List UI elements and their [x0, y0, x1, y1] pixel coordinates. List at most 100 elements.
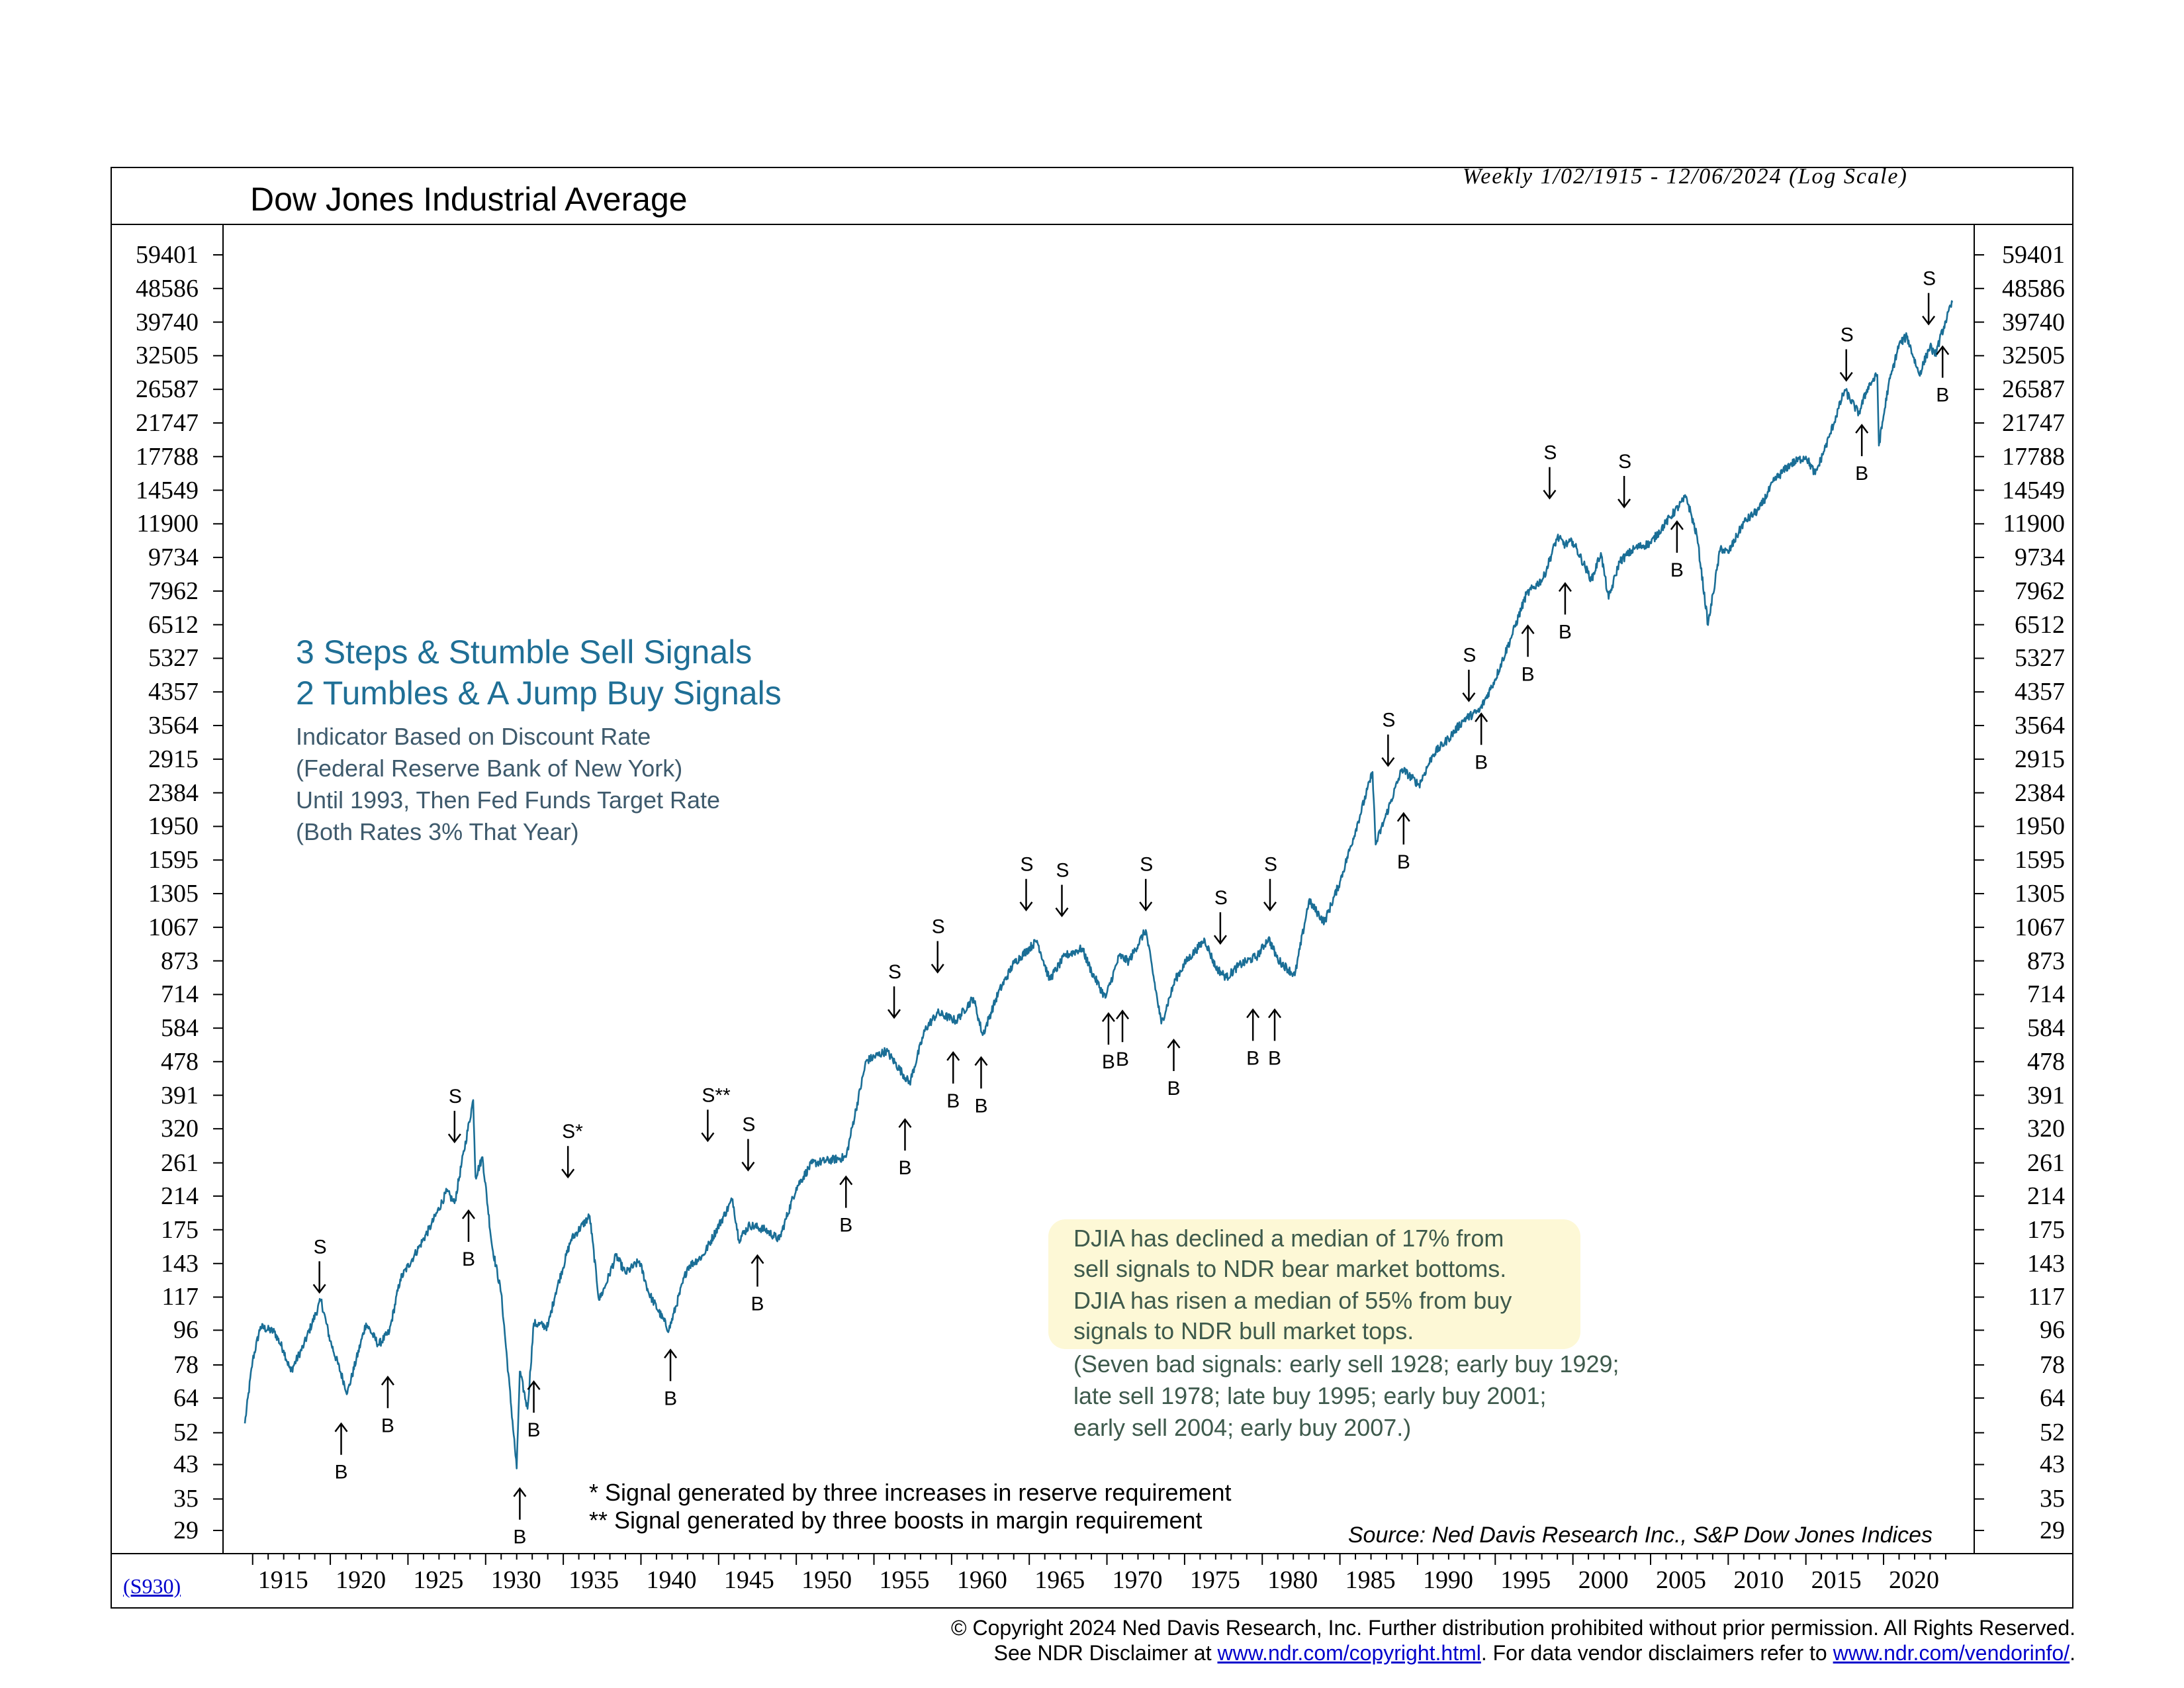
y-tick-label-left: 11900 — [136, 510, 199, 538]
y-tick-label-left: 35 — [173, 1485, 199, 1513]
sell-signal-label: S — [1618, 451, 1631, 473]
y-tick-label-left: 3564 — [148, 712, 199, 740]
y-tick-label-right: 261 — [2027, 1149, 2065, 1177]
y-tick-label-left: 96 — [173, 1316, 199, 1344]
indicator-note-2: (Federal Reserve Bank of New York) — [296, 755, 683, 782]
chart-id-link[interactable]: (S930) — [123, 1574, 181, 1598]
sell-signal-arrow — [887, 986, 901, 1019]
y-tick-label-left: 391 — [161, 1081, 199, 1109]
buy-signal-arrow — [1116, 1009, 1130, 1043]
y-tick-label-right: 7962 — [2015, 577, 2065, 605]
buy-signal-label: B — [1559, 621, 1572, 643]
x-tick-label: 1975 — [1189, 1566, 1240, 1594]
x-tick-label: 1915 — [257, 1566, 308, 1594]
y-tick-label-left: 32505 — [136, 342, 199, 370]
buy-signal-arrow — [1936, 345, 1950, 378]
y-tick-label-right: 59401 — [2002, 241, 2065, 269]
source-note: Source: Ned Davis Research Inc., S&P Dow… — [1347, 1523, 1933, 1548]
y-tick-label-left: 9734 — [148, 543, 199, 572]
sell-signal-label: S — [449, 1086, 462, 1107]
x-tick-label: 1925 — [413, 1566, 464, 1594]
vendorinfo-link[interactable]: www.ndr.com/vendorinfo/ — [1833, 1641, 2070, 1665]
buy-signal-label: B — [1855, 463, 1868, 485]
y-tick-label-left: 52 — [173, 1419, 199, 1447]
buy-signal-label: B — [513, 1526, 526, 1548]
buy-signal-label: B — [974, 1095, 987, 1117]
buy-signal-arrow — [1246, 1008, 1260, 1041]
buy-signal-label: B — [1116, 1049, 1129, 1070]
x-tick-label: 2010 — [1733, 1566, 1784, 1594]
y-tick-label-right: 6512 — [2015, 610, 2065, 639]
sell-signal-label: S — [314, 1236, 327, 1258]
x-tick-label: 1930 — [490, 1566, 541, 1594]
y-tick-label-left: 43 — [173, 1450, 199, 1479]
y-tick-label-right: 873 — [2027, 947, 2065, 975]
djia-series-line — [244, 300, 1954, 1470]
y-tick-label-right: 5327 — [2015, 644, 2065, 673]
y-tick-label-left: 478 — [161, 1047, 199, 1076]
x-tick-label: 1960 — [956, 1566, 1007, 1594]
buy-signal-arrow — [381, 1376, 394, 1409]
sell-signal-label: S* — [562, 1121, 583, 1143]
y-tick-label-left: 1305 — [148, 879, 199, 908]
y-tick-label-left: 64 — [173, 1383, 199, 1412]
sell-signal-arrow — [1617, 475, 1631, 509]
sell-signal-arrow — [1213, 912, 1227, 945]
x-tick-label: 1940 — [646, 1566, 697, 1594]
x-tick-label: 1965 — [1034, 1566, 1085, 1594]
sell-signal-label: S — [1841, 324, 1854, 346]
x-tick-label: 1935 — [569, 1566, 619, 1594]
sell-signal-arrow — [1462, 669, 1476, 702]
x-tick-label: 2005 — [1655, 1566, 1706, 1594]
buy-signal-label: B — [527, 1419, 541, 1441]
sell-signal-label: S — [932, 916, 945, 938]
y-tick-label-right: 714 — [2027, 980, 2065, 1009]
y-tick-label-right: 478 — [2027, 1047, 2065, 1076]
buy-signal-arrow — [334, 1422, 348, 1455]
buy-signal-label: B — [664, 1387, 677, 1409]
x-tick-label: 1945 — [723, 1566, 774, 1594]
y-tick-label-left: 48586 — [136, 274, 199, 303]
bad-signals-note: late sell 1978; late buy 1995; early buy… — [1073, 1382, 1547, 1409]
y-tick-label-right: 43 — [2040, 1450, 2065, 1479]
stats-note-box — [1048, 1219, 1580, 1349]
sell-signal-arrow — [931, 941, 944, 974]
sell-signal-label: S — [888, 961, 901, 983]
buy-signal-arrow — [527, 1380, 541, 1413]
buy-signal-arrow — [946, 1051, 960, 1084]
y-tick-label-left: 2384 — [148, 778, 199, 807]
sell-signal-arrow — [701, 1109, 715, 1143]
bad-signals-note: early sell 2004; early buy 2007.) — [1073, 1414, 1412, 1441]
buy-signal-label: B — [335, 1462, 348, 1483]
y-tick-label-left: 39740 — [136, 308, 199, 336]
y-tick-label-right: 391 — [2027, 1081, 2065, 1109]
buy-signal-label: B — [1102, 1051, 1115, 1073]
x-tick-label: 1920 — [336, 1566, 387, 1594]
buy-signal-label: B — [381, 1415, 394, 1436]
buy-signal-label: B — [1670, 559, 1684, 581]
y-tick-label-right: 39740 — [2002, 308, 2065, 336]
sell-signal-label: S — [1140, 854, 1153, 876]
stats-note-line: sell signals to NDR bear market bottoms. — [1073, 1255, 1507, 1282]
sell-signal-label: S — [1463, 645, 1476, 667]
copyright-link[interactable]: www.ndr.com/copyright.html — [1217, 1641, 1481, 1665]
x-tick-label: 2015 — [1811, 1566, 1862, 1594]
sell-signal-label: S — [1923, 268, 1936, 290]
sell-signal-label: S — [1543, 442, 1557, 464]
sell-signal-arrow — [1263, 878, 1277, 912]
y-tick-label-right: 29 — [2040, 1517, 2065, 1544]
y-tick-label-right: 1305 — [2015, 879, 2065, 908]
y-tick-label-left: 714 — [161, 980, 199, 1009]
y-tick-label-left: 1595 — [148, 846, 199, 874]
y-tick-label-right: 35 — [2040, 1485, 2065, 1513]
bad-signals-note: (Seven bad signals: early sell 1928; ear… — [1073, 1350, 1619, 1378]
sell-signal-arrow — [1019, 878, 1033, 912]
y-tick-label-left: 78 — [173, 1350, 199, 1379]
y-tick-label-left: 1067 — [148, 913, 199, 941]
y-tick-label-left: 214 — [161, 1182, 199, 1210]
sell-signal-label: S — [742, 1114, 755, 1136]
buy-signals-heading: 2 Tumbles & A Jump Buy Signals — [296, 675, 782, 712]
header-divider — [111, 224, 2073, 225]
sell-signal-arrow — [1922, 293, 1936, 326]
